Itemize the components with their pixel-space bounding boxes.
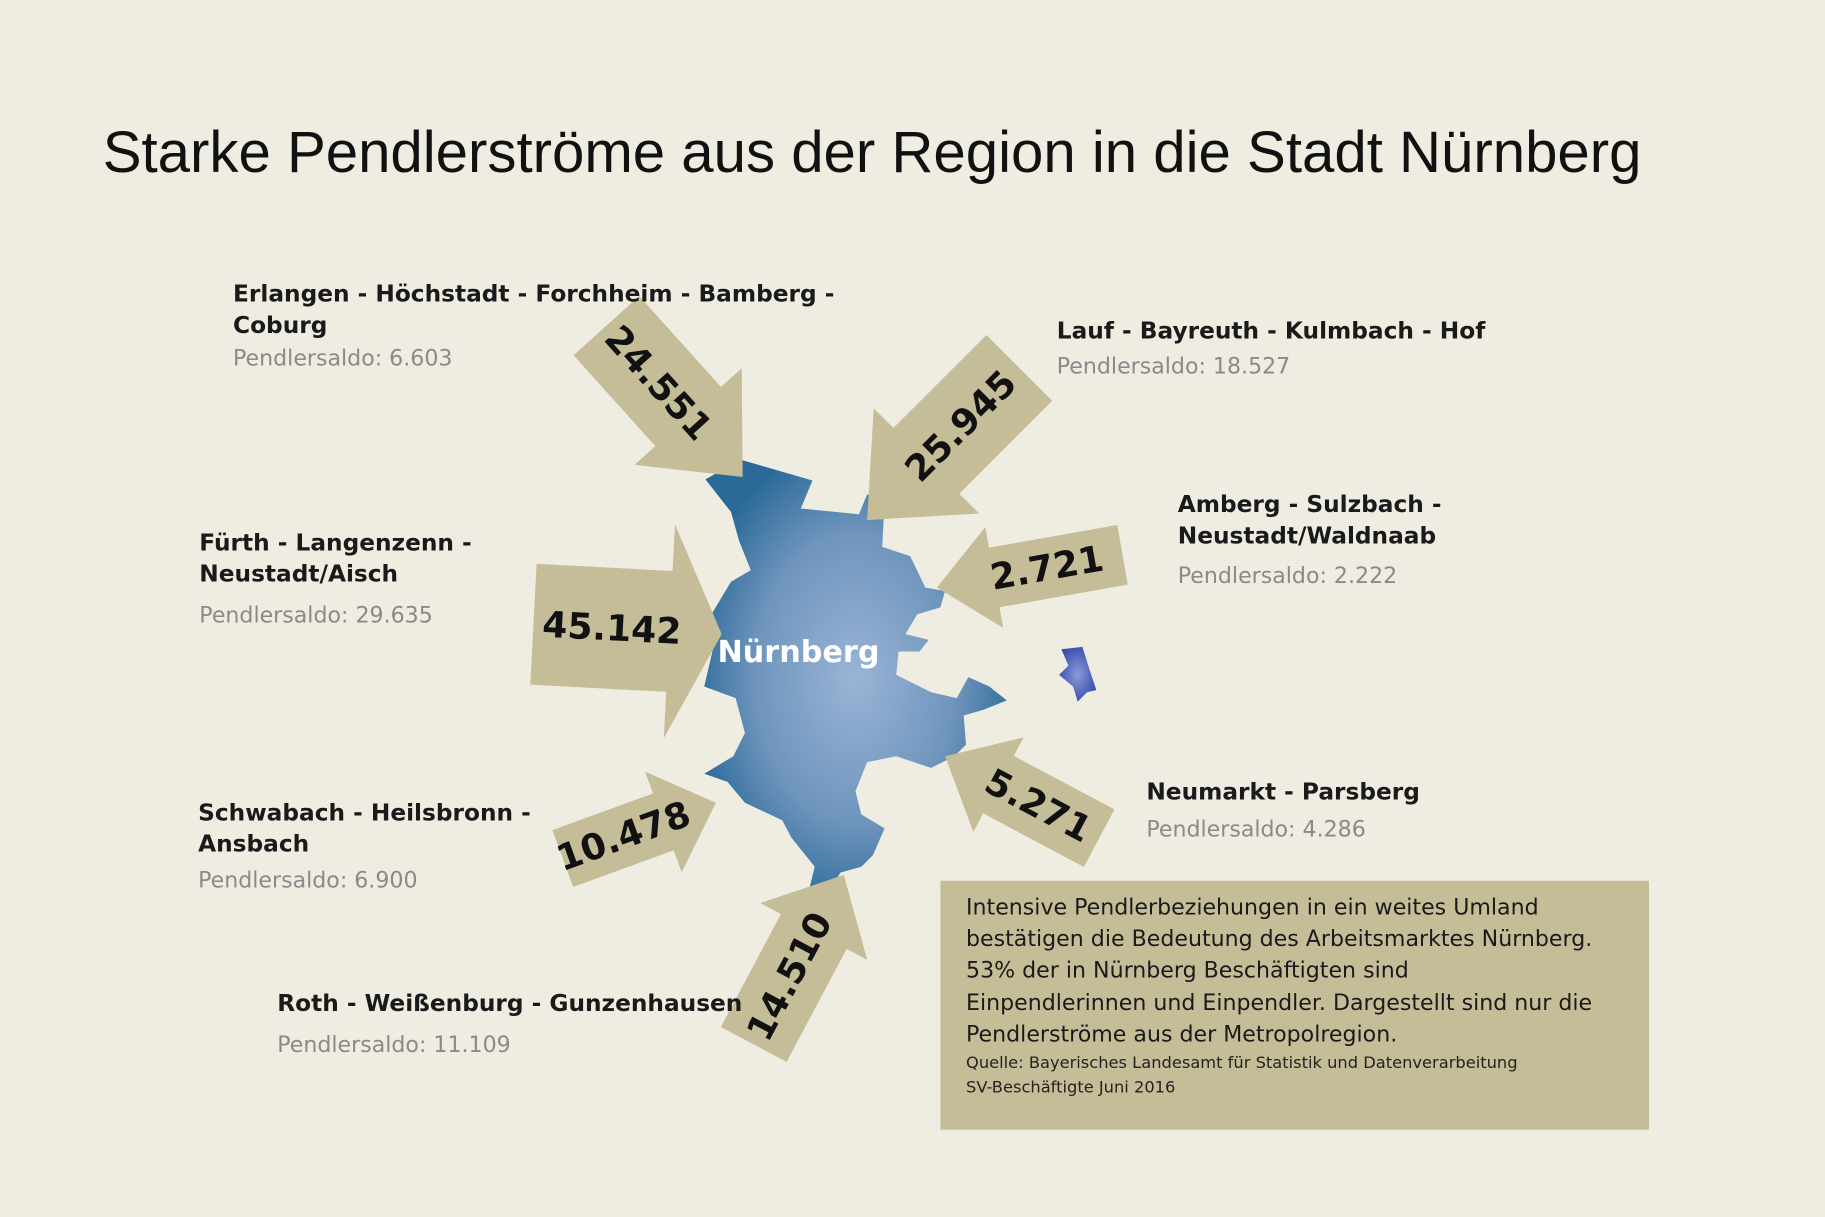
info-line: Einpendlerinnen und Einpendler. Dargeste…	[966, 990, 1592, 1016]
page-title: Starke Pendlerströme aus der Region in d…	[103, 120, 1642, 185]
region-label: Lauf - Bayreuth - Kulmbach - Hof Pendlers…	[1057, 318, 1486, 380]
city-label: Nürnberg	[717, 635, 879, 670]
region-label: Amberg - Sulzbach - Neustadt/Waldnaab Pend…	[1178, 491, 1442, 589]
region-name: Amberg - Sulzbach -	[1178, 491, 1442, 518]
region-saldo: Pendlersaldo: 6.900	[198, 868, 417, 894]
region-saldo: Pendlersaldo: 18.527	[1057, 353, 1290, 379]
region-label: Neumarkt - Parsberg Pendlersaldo: 4.286	[1146, 778, 1420, 842]
info-box-background	[940, 880, 1649, 1130]
region-label: Fürth - Langenzenn - Neustadt/Aisch Pendle…	[199, 529, 471, 628]
region-label: Roth - Weißenburg - Gunzenhausen Pendlers…	[277, 990, 742, 1058]
info-line: Pendlerströme aus der Metropolregion.	[966, 1021, 1397, 1047]
region-name: Neustadt/Aisch	[199, 561, 398, 588]
region-name: Neustadt/Waldnaab	[1178, 522, 1436, 549]
region-name: Roth - Weißenburg - Gunzenhausen	[277, 990, 742, 1017]
region-name: Ansbach	[198, 831, 309, 858]
region-name: Coburg	[233, 312, 327, 339]
region-saldo: Pendlersaldo: 11.109	[277, 1032, 510, 1058]
source-line: Quelle: Bayerisches Landesamt für Statis…	[966, 1053, 1518, 1072]
region-saldo: Pendlersaldo: 2.222	[1178, 563, 1397, 589]
region-name: Schwabach - Heilsbronn -	[198, 799, 531, 826]
arrow-shape	[720, 874, 868, 1062]
nuernberg-city-shape	[704, 459, 1007, 896]
commuter-arrow: 45.142	[530, 524, 722, 739]
info-box: Intensive Pendlerbeziehungen in ein weit…	[940, 880, 1649, 1130]
arrow-shape	[573, 296, 743, 478]
info-line: 53% der in Nürnberg Beschäftigten sind	[966, 957, 1409, 983]
region-saldo: Pendlersaldo: 4.286	[1146, 817, 1365, 843]
arrow-shape	[530, 524, 722, 739]
region-label: Schwabach - Heilsbronn - Ansbach Pendlersa…	[198, 799, 531, 893]
arrow-shape	[867, 334, 1053, 521]
region-labels-layer: Erlangen - Höchstadt - Forchheim - Bambe…	[198, 280, 1486, 1057]
region-label: Erlangen - Höchstadt - Forchheim - Bambe…	[233, 280, 834, 371]
region-saldo: Pendlersaldo: 6.603	[233, 345, 452, 371]
region-name: Erlangen - Höchstadt - Forchheim - Bambe…	[233, 280, 834, 307]
source-line: SV-Beschäftigte Juni 2016	[966, 1078, 1175, 1097]
region-name: Fürth - Langenzenn -	[199, 529, 471, 556]
info-line: Intensive Pendlerbeziehungen in ein weit…	[966, 894, 1539, 920]
region-name: Neumarkt - Parsberg	[1146, 778, 1420, 805]
region-saldo: Pendlersaldo: 29.635	[199, 602, 432, 628]
region-name: Lauf - Bayreuth - Kulmbach - Hof	[1057, 318, 1486, 345]
arrow-shape	[945, 737, 1115, 867]
arrow-shape	[552, 771, 716, 887]
info-line: bestätigen die Bedeutung des Arbeitsmark…	[966, 926, 1592, 952]
arrow-shape	[936, 525, 1128, 628]
commuter-arrow: 2.721	[936, 525, 1128, 628]
arrow-value: 45.142	[541, 604, 682, 653]
enclave-shape	[1059, 646, 1097, 702]
